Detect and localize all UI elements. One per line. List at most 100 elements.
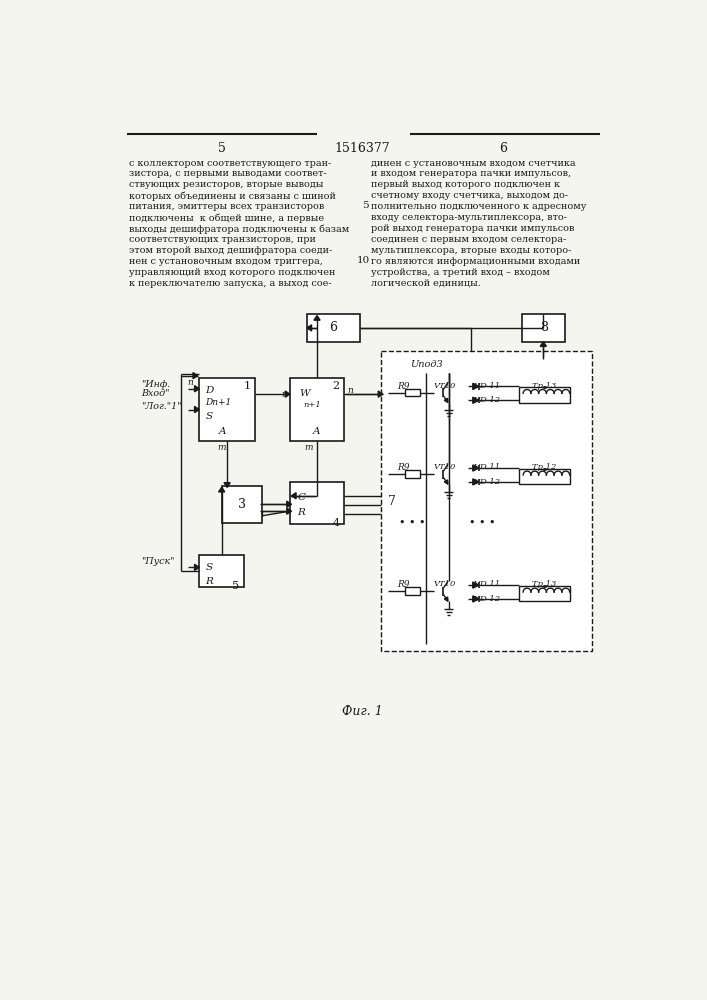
Text: 10: 10 [357,256,370,265]
Text: • • •: • • • [399,518,426,528]
Bar [522,314,565,342]
Bar [404,389,420,396]
Text: A: A [313,427,321,436]
Polygon shape [473,383,479,389]
Text: устройства, а третий вход – входом: устройства, а третий вход – входом [371,268,550,277]
Text: Вход": Вход" [141,389,170,398]
Text: и входом генератора пачки импульсов,: и входом генератора пачки импульсов, [371,169,571,178]
Text: R9: R9 [397,463,409,472]
Text: m: m [305,443,313,452]
Text: го являются информационными входами: го являются информационными входами [371,257,580,266]
Polygon shape [224,483,230,487]
Text: 1516377: 1516377 [334,142,390,155]
Text: n+1: n+1 [304,401,322,409]
Polygon shape [473,479,479,485]
Text: R9: R9 [397,382,409,391]
Text: логической единицы.: логической единицы. [371,279,481,288]
Text: VD 12: VD 12 [474,396,501,404]
Text: VD 12: VD 12 [474,595,501,603]
Text: Uпод3: Uпод3 [410,360,443,369]
Text: R: R [206,577,214,586]
Polygon shape [287,501,291,507]
Bar [519,469,570,484]
Text: 4: 4 [332,518,339,528]
Text: мультиплексора, вторые входы которо-: мультиплексора, вторые входы которо- [371,246,572,255]
Text: этом второй выход дешифратора соеди-: этом второй выход дешифратора соеди- [129,246,332,255]
Text: рой выход генератора пачки импульсов: рой выход генератора пачки импульсов [371,224,575,233]
Text: 6: 6 [329,321,337,334]
Text: Dn+1: Dn+1 [206,398,232,407]
Text: "Инф.: "Инф. [141,380,170,389]
Polygon shape [285,391,290,397]
Text: к переключателю запуска, а выход сое-: к переключателю запуска, а выход сое- [129,279,332,288]
Polygon shape [444,398,448,403]
Text: питания, эмиттеры всех транзисторов: питания, эмиттеры всех транзисторов [129,202,324,211]
Text: 5: 5 [362,201,368,210]
Polygon shape [218,487,225,492]
Text: ствующих резисторов, вторые выводы: ствующих резисторов, вторые выводы [129,180,323,189]
Text: n: n [187,378,193,387]
Text: 6: 6 [499,142,507,155]
Text: VT10: VT10 [434,463,457,471]
Polygon shape [378,391,383,397]
Text: входу селектора-мультиплексора, вто-: входу селектора-мультиплексора, вто- [371,213,567,222]
Bar [519,387,570,403]
Bar [290,378,344,441]
Bar [404,587,420,595]
Text: 8: 8 [539,321,548,334]
Text: 7: 7 [388,495,396,508]
Text: динен с установочным входом счетчика: динен с установочным входом счетчика [371,158,576,167]
Text: 2: 2 [332,381,339,391]
Text: m: m [218,443,226,452]
Text: VD 11: VD 11 [474,463,501,471]
Polygon shape [540,342,547,346]
Polygon shape [291,493,296,499]
Bar [290,482,344,524]
Bar [199,378,255,441]
Text: нен с установочным входом триггера,: нен с установочным входом триггера, [129,257,322,266]
Text: VT10: VT10 [434,382,457,390]
Polygon shape [314,316,320,320]
Text: первый выход которого подключен к: первый выход которого подключен к [371,180,560,189]
Text: S: S [206,412,213,421]
Text: Тр 12: Тр 12 [532,463,556,471]
Text: Тр 13: Тр 13 [532,382,556,390]
Text: управляющий вход которого подключен: управляющий вход которого подключен [129,268,335,277]
Bar [307,314,360,342]
Text: полнительно подключенного к адресному: полнительно подключенного к адресному [371,202,587,211]
Polygon shape [194,406,199,413]
Text: R: R [298,508,305,517]
Bar [519,586,570,601]
Bar [199,555,244,587]
Text: 3: 3 [238,498,246,511]
Polygon shape [473,465,479,471]
Polygon shape [287,508,291,514]
Text: с коллектором соответствующего тран-: с коллектором соответствующего тран- [129,158,331,167]
Text: "Пуск": "Пуск" [141,557,175,566]
Text: соединен с первым входом селектора-: соединен с первым входом селектора- [371,235,566,244]
Polygon shape [473,582,479,588]
Text: Тр 13: Тр 13 [532,580,556,588]
Text: R9: R9 [397,580,409,589]
Text: VD 11: VD 11 [474,580,501,588]
Text: W: W [299,389,310,398]
Polygon shape [444,597,448,601]
Text: соответствующих транзисторов, при: соответствующих транзисторов, при [129,235,315,244]
Text: D: D [206,386,214,395]
Text: • • •: • • • [469,518,496,528]
Text: n: n [347,386,353,395]
Bar [222,486,262,523]
Bar [381,351,592,651]
Text: выходы дешифратора подключены к базам: выходы дешифратора подключены к базам [129,224,349,234]
Polygon shape [194,564,199,570]
Polygon shape [444,480,448,484]
Text: VD 11: VD 11 [474,382,501,390]
Text: C: C [298,493,305,502]
Text: 5: 5 [218,142,226,155]
Text: счетному входу счетчика, выходом до-: счетному входу счетчика, выходом до- [371,191,568,200]
Text: "Лог."1": "Лог."1" [141,402,182,411]
Text: n: n [281,390,287,399]
Text: A: A [218,427,226,436]
Text: Фиг. 1: Фиг. 1 [341,705,382,718]
Text: зистора, с первыми выводами соответ-: зистора, с первыми выводами соответ- [129,169,327,178]
